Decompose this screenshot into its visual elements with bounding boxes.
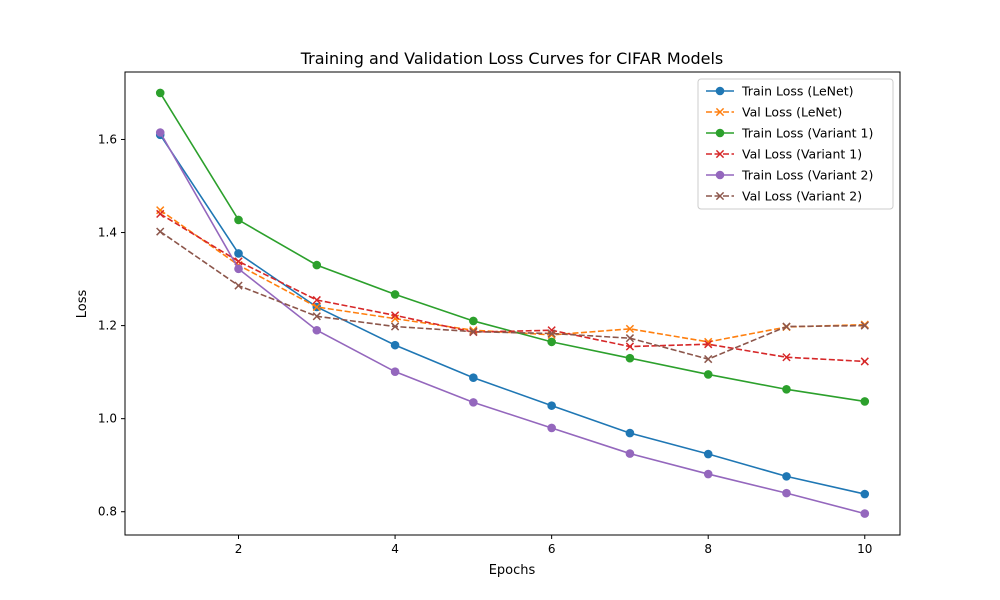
data-point (704, 340, 713, 349)
series-line (159, 209, 865, 343)
data-point (390, 290, 400, 299)
x-tick-label: 10 (857, 542, 872, 556)
data-point (469, 327, 478, 336)
data-point (703, 449, 713, 459)
legend-marker (715, 149, 725, 159)
data-point (155, 128, 165, 137)
data-point (703, 469, 713, 479)
data-point (782, 385, 791, 394)
data-point (390, 311, 400, 320)
series-line (159, 230, 865, 360)
series-4 (156, 209, 869, 366)
data-point (156, 206, 165, 215)
data-point (234, 249, 243, 258)
data-point (625, 428, 635, 438)
data-point (312, 302, 321, 312)
y-axis-label: Loss (75, 290, 90, 319)
plot-area (155, 88, 870, 518)
data-point (156, 209, 165, 219)
legend-item: Train Loss (Variant 1) (706, 126, 873, 141)
legend-marker (715, 128, 725, 138)
data-point (469, 373, 478, 383)
legend-box (697, 78, 894, 210)
legend-item: Train Loss (Variant 2) (706, 168, 873, 183)
legend-item: Val Loss (Variant 2) (706, 189, 862, 204)
series-2 (156, 206, 869, 347)
data-point (860, 489, 870, 499)
data-point (312, 295, 321, 305)
data-point (625, 324, 635, 333)
data-point (312, 312, 321, 321)
data-point (469, 316, 478, 326)
data-point (390, 340, 400, 350)
data-point (312, 260, 322, 270)
y-tick-label: 1.6 (98, 132, 117, 146)
x-tick-label: 8 (704, 542, 712, 556)
y-axis: 0.8 1.0 1.2 1.4 1.6 (98, 132, 125, 519)
data-point (156, 227, 165, 236)
data-point (547, 423, 556, 433)
data-point (782, 472, 791, 481)
data-point (390, 367, 400, 376)
x-tick-label: 2 (235, 542, 243, 556)
chart-title: Training and Validation Loss Curves for … (300, 49, 724, 68)
legend-item: Val Loss (LeNet) (706, 105, 842, 120)
data-point (782, 353, 791, 362)
plot-frame (124, 71, 901, 536)
data-point (469, 398, 478, 407)
legend-label: Val Loss (LeNet) (742, 105, 842, 120)
data-point (547, 401, 556, 410)
data-point (234, 215, 243, 225)
series-line (159, 213, 865, 363)
legend-marker (715, 170, 725, 180)
data-point (234, 281, 243, 290)
data-point (312, 325, 322, 335)
data-point (860, 509, 870, 518)
x-tick-label: 6 (548, 542, 556, 556)
legend-label: Train Loss (Variant 2) (741, 168, 873, 183)
legend-marker (715, 191, 725, 201)
data-point (625, 353, 635, 363)
legend-marker (715, 86, 725, 96)
data-point (625, 342, 635, 351)
data-point (703, 370, 713, 379)
y-tick-label: 1.2 (98, 319, 117, 333)
series-5 (155, 128, 870, 518)
legend-label: Train Loss (LeNet) (741, 84, 854, 99)
series-line (159, 134, 865, 495)
data-point (782, 322, 791, 331)
y-tick-label: 0.8 (98, 505, 117, 519)
data-point (782, 488, 791, 498)
data-point (860, 397, 870, 406)
data-point (155, 88, 165, 98)
x-axis-label: Epochs (489, 563, 536, 578)
series-6 (156, 227, 869, 364)
x-axis: 2 4 6 8 10 (235, 535, 872, 556)
data-point (390, 322, 400, 331)
data-point (860, 357, 869, 366)
data-point (704, 354, 713, 364)
legend-label: Val Loss (Variant 1) (742, 147, 862, 162)
data-point (625, 449, 635, 458)
y-tick-label: 1.0 (98, 412, 117, 426)
legend-item: Train Loss (LeNet) (706, 84, 854, 99)
data-point (547, 337, 556, 347)
data-point (860, 321, 869, 330)
data-point (547, 329, 556, 338)
legend-item: Val Loss (Variant 1) (706, 147, 862, 162)
series-line (159, 132, 865, 515)
data-point (625, 334, 635, 343)
legend: Train Loss (LeNet) Val Loss (LeNet) Train … (697, 78, 894, 210)
legend-label: Train Loss (Variant 1) (741, 126, 873, 141)
x-tick-label: 4 (391, 542, 399, 556)
legend-marker (715, 107, 725, 117)
data-point (234, 264, 243, 274)
data-point (390, 314, 400, 323)
y-tick-label: 1.4 (98, 226, 117, 240)
legend-label: Val Loss (Variant 2) (742, 189, 862, 204)
